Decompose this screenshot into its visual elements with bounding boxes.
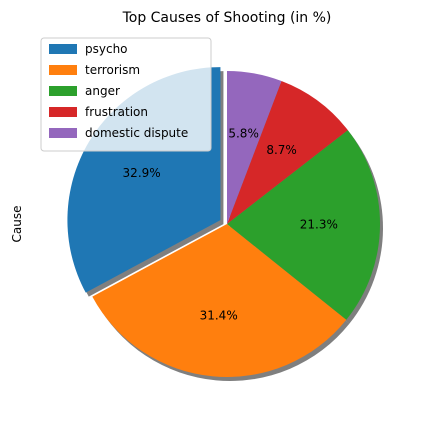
value-label-frustration: 8.7% (266, 143, 297, 157)
pie-slice-terrorism (92, 224, 347, 377)
legend-swatch-anger (49, 86, 77, 96)
pie-value-labels: 32.9% 31.4% 21.3% 8.7% 5.8% (123, 127, 338, 323)
legend-frame (40, 37, 212, 152)
pie-slice-anger (227, 130, 380, 320)
y-axis-label: Cause (10, 206, 24, 243)
legend-label-psycho: psycho (85, 42, 128, 56)
legend-label-terrorism: terrorism (85, 63, 140, 77)
chart-title: Top Causes of Shooting (in %) (122, 10, 332, 26)
value-label-anger: 21.3% (300, 218, 338, 232)
pie-slice-domestic-dispute (227, 71, 282, 224)
legend-swatch-domestic-dispute (49, 128, 77, 138)
legend-swatch-psycho (49, 44, 77, 54)
legend-label-anger: anger (85, 84, 120, 98)
legend: psycho terrorism anger frustration domestic … (40, 37, 212, 152)
legend-label-frustration: frustration (85, 105, 148, 119)
value-label-domestic-dispute: 5.8% (228, 127, 259, 141)
value-label-terrorism: 31.4% (200, 308, 238, 322)
pie-slice-frustration (227, 81, 348, 224)
legend-swatch-terrorism (49, 65, 77, 75)
legend-swatch-frustration (49, 107, 77, 117)
value-label-psycho: 32.9% (123, 166, 161, 180)
legend-label-domestic-dispute: domestic dispute (85, 126, 188, 140)
